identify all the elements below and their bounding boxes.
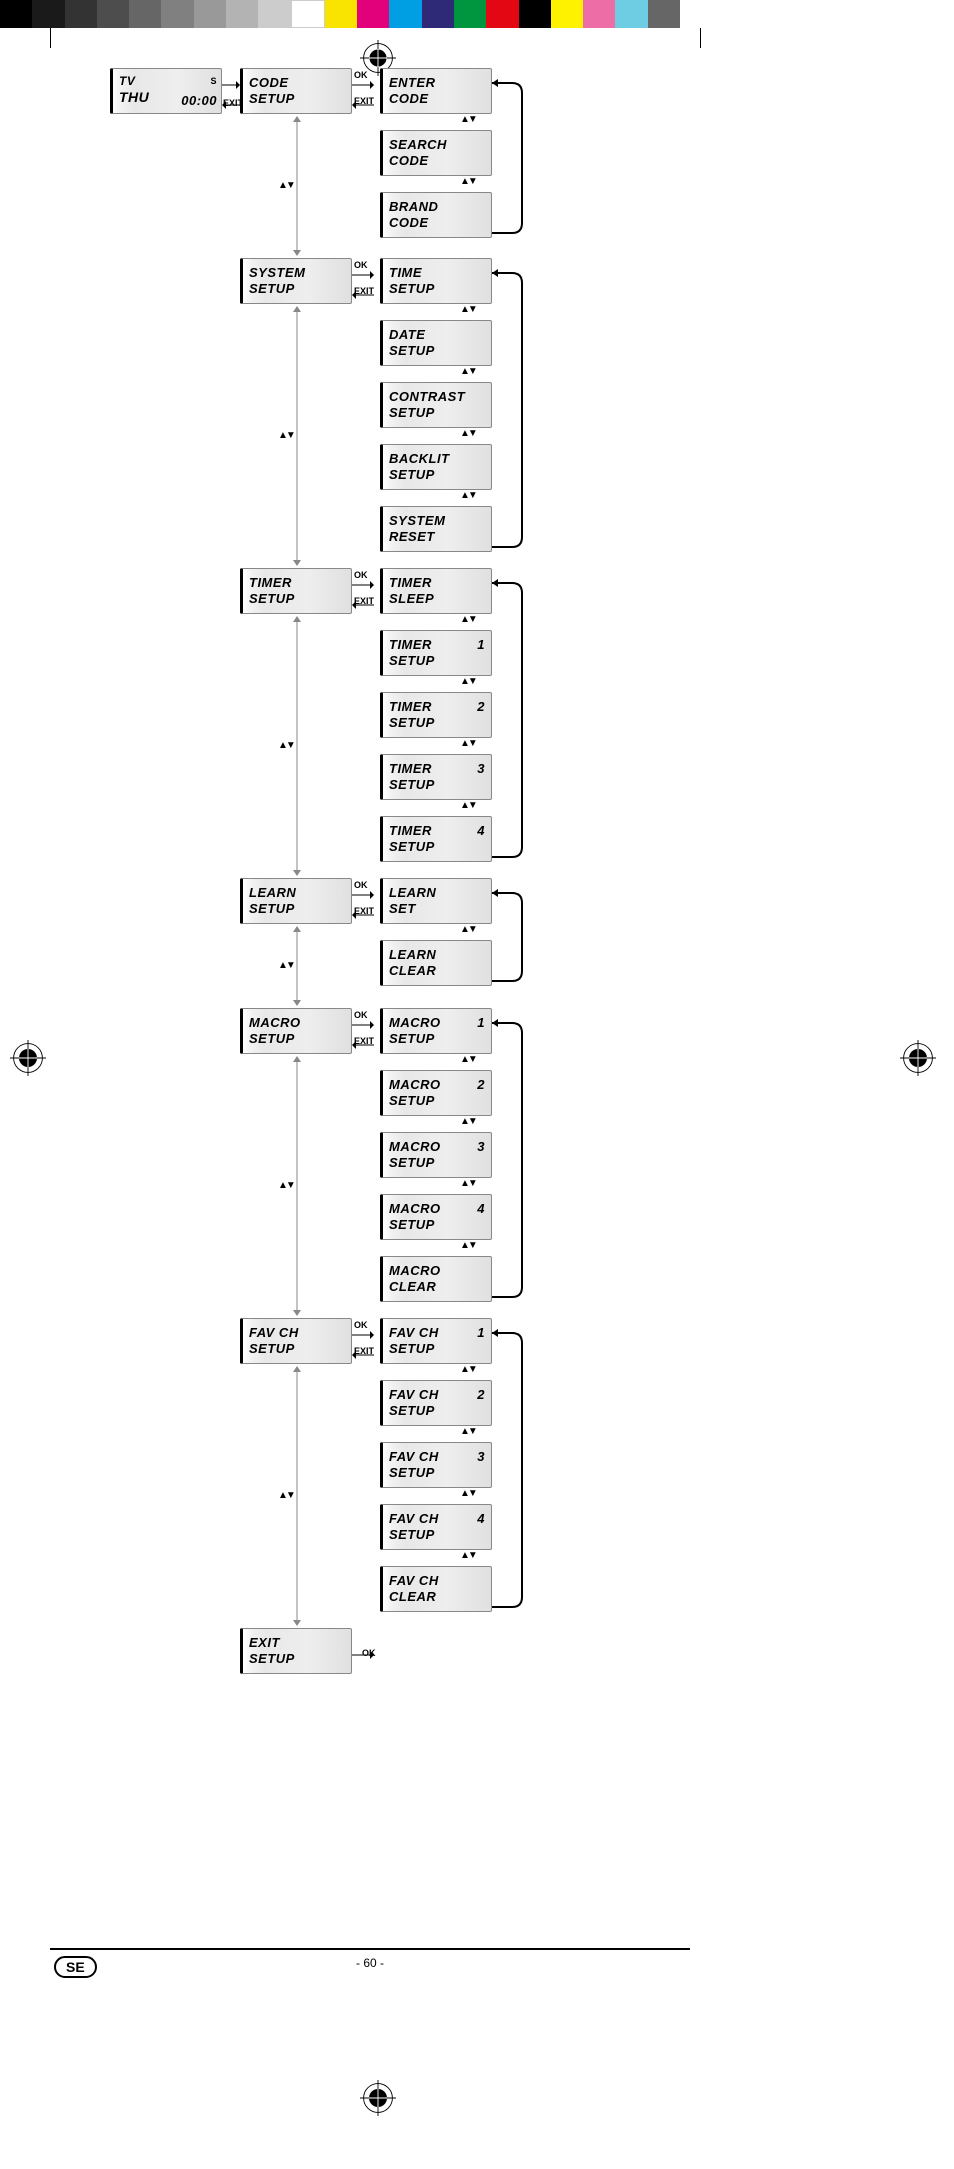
- lcd-main-1: SYSTEMSETUP: [240, 258, 352, 304]
- lcd-home: TV S THU 00:00: [110, 68, 222, 114]
- arrow-exit-1: [352, 290, 374, 300]
- lcd-sub-3-1: LEARNCLEAR: [380, 940, 492, 986]
- nav-arrows: ▲▼: [460, 428, 476, 439]
- nav-arrows: ▲▼: [460, 1054, 476, 1065]
- lcd-main-3: LEARNSETUP: [240, 878, 352, 924]
- nav-arrows: ▲▼: [460, 1488, 476, 1499]
- home-time: 00:00: [181, 93, 217, 109]
- nav-arrows: ▲▼: [460, 114, 476, 125]
- lang-badge: SE: [54, 1956, 97, 1978]
- nav-arrows: ▲▼: [278, 430, 294, 441]
- arrow-exit-3: [352, 910, 374, 920]
- lcd-sub-3-0: LEARNSET: [380, 878, 492, 924]
- nav-arrows: ▲▼: [460, 490, 476, 501]
- lcd-sub-0-1: SEARCHCODE: [380, 130, 492, 176]
- nav-arrows: ▲▼: [460, 676, 476, 687]
- lcd-sub-4-4: MACROCLEAR: [380, 1256, 492, 1302]
- lcd-sub-0-2: BRANDCODE: [380, 192, 492, 238]
- bracket-2: [492, 578, 532, 862]
- arrow-exit-0: [352, 100, 374, 110]
- ok-label-2: OK: [354, 570, 368, 580]
- arrow-ok-3: [352, 890, 374, 900]
- nav-arrows: ▲▼: [278, 1180, 294, 1191]
- bracket-4: [492, 1018, 532, 1302]
- nav-arrows: ▲▼: [460, 614, 476, 625]
- ok-label-1: OK: [354, 260, 368, 270]
- lcd-sub-4-2: MACROSETUP3: [380, 1132, 492, 1178]
- arrow-exit-home: [222, 100, 240, 110]
- lcd-sub-4-1: MACROSETUP2: [380, 1070, 492, 1116]
- reg-mark-right: [900, 1040, 936, 1076]
- lcd-sub-1-1: DATESETUP: [380, 320, 492, 366]
- lcd-sub-1-0: TIMESETUP: [380, 258, 492, 304]
- ok-label-3: OK: [354, 880, 368, 890]
- lcd-main-6: EXITSETUP: [240, 1628, 352, 1674]
- arrow-exit-4: [352, 1040, 374, 1050]
- lcd-sub-2-3: TIMERSETUP3: [380, 754, 492, 800]
- reg-mark-left: [10, 1040, 46, 1076]
- home-device: TV: [119, 74, 135, 88]
- nav-arrows: ▲▼: [278, 960, 294, 971]
- ok-label-0: OK: [354, 70, 368, 80]
- nav-arrows: ▲▼: [460, 924, 476, 935]
- lcd-sub-2-0: TIMERSLEEP: [380, 568, 492, 614]
- page: TV S THU 00:00 EXIT CODESETUPOKEXITENTER…: [50, 58, 750, 1948]
- nav-arrows: ▲▼: [460, 304, 476, 315]
- nav-arrows: ▲▼: [278, 180, 294, 191]
- nav-arrows: ▲▼: [460, 1426, 476, 1437]
- nav-arrows: ▲▼: [278, 740, 294, 751]
- arrow-ok-2: [352, 580, 374, 590]
- lcd-sub-5-2: FAV CHSETUP3: [380, 1442, 492, 1488]
- lcd-main-2: TIMERSETUP: [240, 568, 352, 614]
- nav-arrows: ▲▼: [460, 1116, 476, 1127]
- ok-label-4: OK: [354, 1010, 368, 1020]
- lcd-main-5: FAV CHSETUP: [240, 1318, 352, 1364]
- nav-arrows: ▲▼: [460, 738, 476, 749]
- arrow-enter-setup: [222, 80, 240, 90]
- bracket-5: [492, 1328, 532, 1612]
- lcd-sub-4-0: MACROSETUP1: [380, 1008, 492, 1054]
- nav-arrows: ▲▼: [460, 1178, 476, 1189]
- lcd-main-4: MACROSETUP: [240, 1008, 352, 1054]
- page-number: - 60 -: [356, 1956, 384, 1970]
- lcd-sub-5-0: FAV CHSETUP1: [380, 1318, 492, 1364]
- arrow-ok-5: [352, 1330, 374, 1340]
- nav-arrows: ▲▼: [460, 1550, 476, 1561]
- arrow-ok-6: [352, 1650, 374, 1660]
- lcd-sub-1-4: SYSTEMRESET: [380, 506, 492, 552]
- lcd-sub-2-2: TIMERSETUP2: [380, 692, 492, 738]
- menu-diagram: TV S THU 00:00 EXIT CODESETUPOKEXITENTER…: [110, 68, 710, 1948]
- arrow-ok-0: [352, 80, 374, 90]
- lcd-sub-5-1: FAV CHSETUP2: [380, 1380, 492, 1426]
- arrow-ok-4: [352, 1020, 374, 1030]
- nav-arrows: ▲▼: [460, 1364, 476, 1375]
- arrow-exit-2: [352, 600, 374, 610]
- reg-mark-bottom: [360, 2080, 396, 2116]
- lcd-sub-5-3: FAV CHSETUP4: [380, 1504, 492, 1550]
- lcd-sub-0-0: ENTERCODE: [380, 68, 492, 114]
- arrow-ok-1: [352, 270, 374, 280]
- lcd-sub-5-4: FAV CHCLEAR: [380, 1566, 492, 1612]
- nav-arrows: ▲▼: [460, 800, 476, 811]
- footer: SE - 60 -: [50, 1948, 690, 1988]
- lcd-sub-2-1: TIMERSETUP1: [380, 630, 492, 676]
- color-bar: [0, 0, 680, 28]
- lcd-sub-1-3: BACKLITSETUP: [380, 444, 492, 490]
- nav-arrows: ▲▼: [278, 1490, 294, 1501]
- lcd-sub-4-3: MACROSETUP4: [380, 1194, 492, 1240]
- arrow-exit-5: [352, 1350, 374, 1360]
- nav-arrows: ▲▼: [460, 176, 476, 187]
- crop-marks: [0, 28, 954, 58]
- nav-arrows: ▲▼: [460, 366, 476, 377]
- bracket-0: [492, 78, 532, 238]
- bracket-1: [492, 268, 532, 552]
- ok-label-5: OK: [354, 1320, 368, 1330]
- lcd-sub-2-4: TIMERSETUP4: [380, 816, 492, 862]
- bracket-3: [492, 888, 532, 986]
- home-s: S: [210, 73, 217, 89]
- lcd-sub-1-2: CONTRASTSETUP: [380, 382, 492, 428]
- lcd-main-0: CODESETUP: [240, 68, 352, 114]
- nav-arrows: ▲▼: [460, 1240, 476, 1251]
